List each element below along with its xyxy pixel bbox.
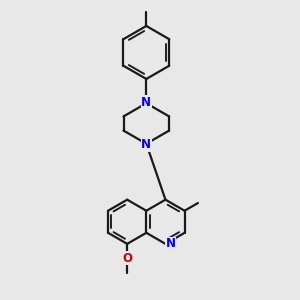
Text: N: N: [166, 237, 176, 250]
Text: N: N: [141, 138, 151, 151]
Text: N: N: [141, 96, 151, 109]
Text: O: O: [122, 252, 132, 265]
